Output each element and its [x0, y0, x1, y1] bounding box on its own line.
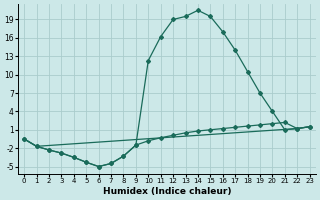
- X-axis label: Humidex (Indice chaleur): Humidex (Indice chaleur): [103, 187, 231, 196]
